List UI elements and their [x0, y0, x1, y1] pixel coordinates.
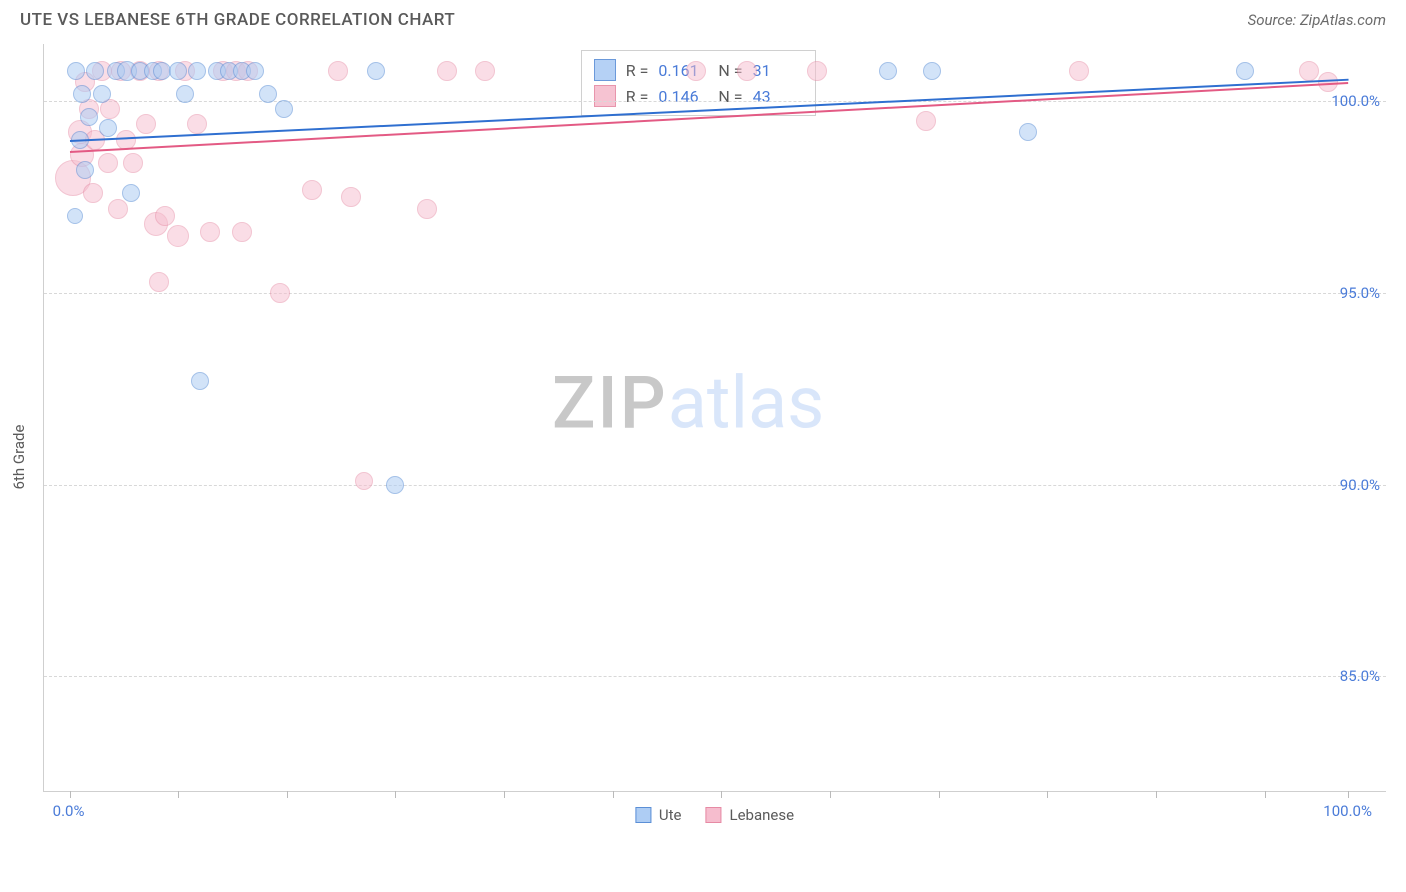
lebanese-point — [302, 180, 322, 200]
stats-n-value: 31 — [753, 61, 803, 80]
lebanese-point — [232, 222, 252, 242]
x-tick — [395, 791, 396, 798]
lebanese-point — [167, 225, 189, 247]
x-tick — [287, 791, 288, 798]
ute-point — [879, 62, 897, 80]
ute-point — [176, 85, 194, 103]
y-tick-label: 85.0% — [1340, 667, 1380, 685]
lebanese-point — [270, 283, 290, 303]
lebanese-point — [155, 206, 175, 226]
x-tick — [721, 791, 722, 798]
lebanese-point — [417, 199, 437, 219]
y-tick-label: 95.0% — [1340, 284, 1380, 302]
x-tick — [1156, 791, 1157, 798]
legend-item-ute: Ute — [635, 806, 682, 824]
lebanese-swatch — [594, 85, 616, 107]
stats-n-label: N = — [718, 87, 742, 106]
chart-header: UTE VS LEBANESE 6TH GRADE CORRELATION CH… — [0, 0, 1406, 38]
plot-area: ZIPatlas R =0.161N =31R =0.146N =43 100.… — [43, 44, 1386, 792]
x-tick — [830, 791, 831, 798]
gridline — [44, 101, 1386, 102]
x-tick — [1348, 791, 1349, 798]
ute-point — [80, 108, 98, 126]
ute-point — [275, 100, 293, 118]
gridline — [44, 293, 1386, 294]
lebanese-point — [328, 61, 348, 81]
ute-point — [188, 62, 206, 80]
lebanese-point — [123, 153, 143, 173]
lebanese-point — [149, 272, 169, 292]
ute-swatch — [594, 59, 616, 81]
ute-legend-swatch — [635, 807, 651, 823]
stats-n-value: 43 — [753, 87, 803, 106]
lebanese-point — [475, 61, 495, 81]
lebanese-point — [686, 61, 706, 81]
x-tick — [178, 791, 179, 798]
x-axis-label: 100.0% — [1323, 802, 1372, 820]
ute-point — [191, 372, 209, 390]
stats-r-value: 0.146 — [658, 87, 708, 106]
legend-item-lebanese: Lebanese — [706, 806, 795, 824]
ute-point — [93, 85, 111, 103]
watermark: ZIPatlas — [552, 360, 824, 445]
x-tick — [613, 791, 614, 798]
lebanese-point — [355, 472, 373, 490]
ute-point — [67, 62, 85, 80]
lebanese-legend-swatch — [706, 807, 722, 823]
lebanese-point — [136, 114, 156, 134]
lebanese-point — [108, 199, 128, 219]
chart-title: UTE VS LEBANESE 6TH GRADE CORRELATION CH… — [20, 10, 455, 30]
lebanese-point — [200, 222, 220, 242]
lebanese-point — [98, 153, 118, 173]
ute-point — [153, 62, 171, 80]
ute-point — [86, 62, 104, 80]
lebanese-point — [1069, 61, 1089, 81]
gridline — [44, 676, 1386, 677]
lebanese-point — [437, 61, 457, 81]
stats-row-lebanese: R = 0.146 N = 43 — [594, 83, 803, 109]
ute-point — [76, 161, 94, 179]
watermark-atlas: atlas — [668, 360, 825, 445]
chart-source: Source: ZipAtlas.com — [1248, 11, 1386, 29]
lebanese-point — [83, 183, 103, 203]
x-tick — [1265, 791, 1266, 798]
bottom-legend: Ute Lebanese — [635, 806, 794, 824]
chart-area: 6th Grade ZIPatlas R =0.161N =31R =0.146… — [43, 44, 1386, 852]
x-tick — [939, 791, 940, 798]
y-axis-label: 6th Grade — [10, 425, 28, 490]
lebanese-point — [916, 111, 936, 131]
ute-point — [169, 62, 187, 80]
stats-r-label: R = — [626, 87, 649, 106]
lebanese-point — [1299, 61, 1319, 81]
ute-point — [259, 85, 277, 103]
ute-point — [122, 184, 140, 202]
ute-point — [67, 208, 83, 224]
ute-point — [367, 62, 385, 80]
x-tick — [70, 791, 71, 798]
stats-r-label: R = — [626, 61, 649, 80]
lebanese-point — [341, 187, 361, 207]
lebanese-point — [737, 61, 757, 81]
ute-point — [923, 62, 941, 80]
x-tick — [1047, 791, 1048, 798]
gridline — [44, 485, 1386, 486]
ute-point — [99, 119, 117, 137]
ute-point — [386, 476, 404, 494]
x-tick — [504, 791, 505, 798]
lebanese-point — [187, 114, 207, 134]
ute-point — [1236, 62, 1254, 80]
lebanese-point — [807, 61, 827, 81]
x-axis-label: 0.0% — [53, 802, 85, 820]
ute-point — [73, 85, 91, 103]
ute-point — [1019, 123, 1037, 141]
y-tick-label: 90.0% — [1340, 476, 1380, 494]
watermark-zip: ZIP — [552, 360, 668, 445]
ute-point — [246, 62, 264, 80]
legend-label: Lebanese — [730, 806, 795, 824]
y-tick-label: 100.0% — [1331, 92, 1380, 110]
legend-label: Ute — [659, 806, 682, 824]
